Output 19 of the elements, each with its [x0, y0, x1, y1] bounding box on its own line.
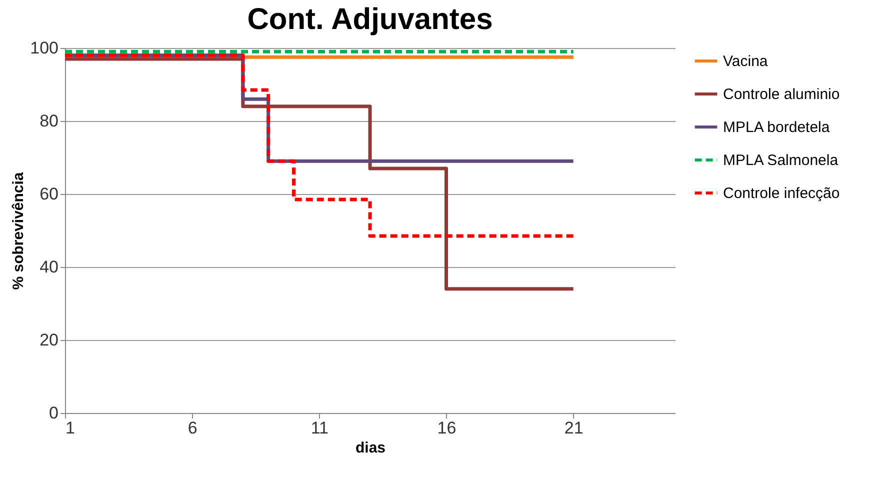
y-tick-label: 100 [30, 38, 58, 58]
x-tick-label: 21 [564, 418, 584, 438]
y-axis-title: % sobrevivência [10, 172, 28, 290]
y-tick-label: 60 [40, 184, 58, 204]
legend-label: Controle aluminio [723, 86, 840, 103]
legend-label: Controle infecção [723, 185, 840, 202]
x-tick-label: 6 [188, 418, 198, 438]
x-tick-label: 11 [310, 418, 328, 438]
legend-label: MPLA bordetela [723, 119, 830, 136]
legend-label: MPLA Salmonela [723, 152, 839, 169]
y-tick-label: 40 [40, 258, 58, 276]
y-tick-label: 0 [49, 404, 58, 422]
x-tick-label: 16 [437, 418, 456, 438]
legend-label: Vacina [723, 53, 768, 70]
chart-title: Cont. Adjuvantes [247, 3, 493, 36]
y-tick-label: 80 [40, 112, 58, 130]
y-tick-label: 20 [40, 330, 58, 350]
x-axis-title: dias [355, 440, 386, 456]
x-tick-label: 1 [66, 418, 75, 438]
